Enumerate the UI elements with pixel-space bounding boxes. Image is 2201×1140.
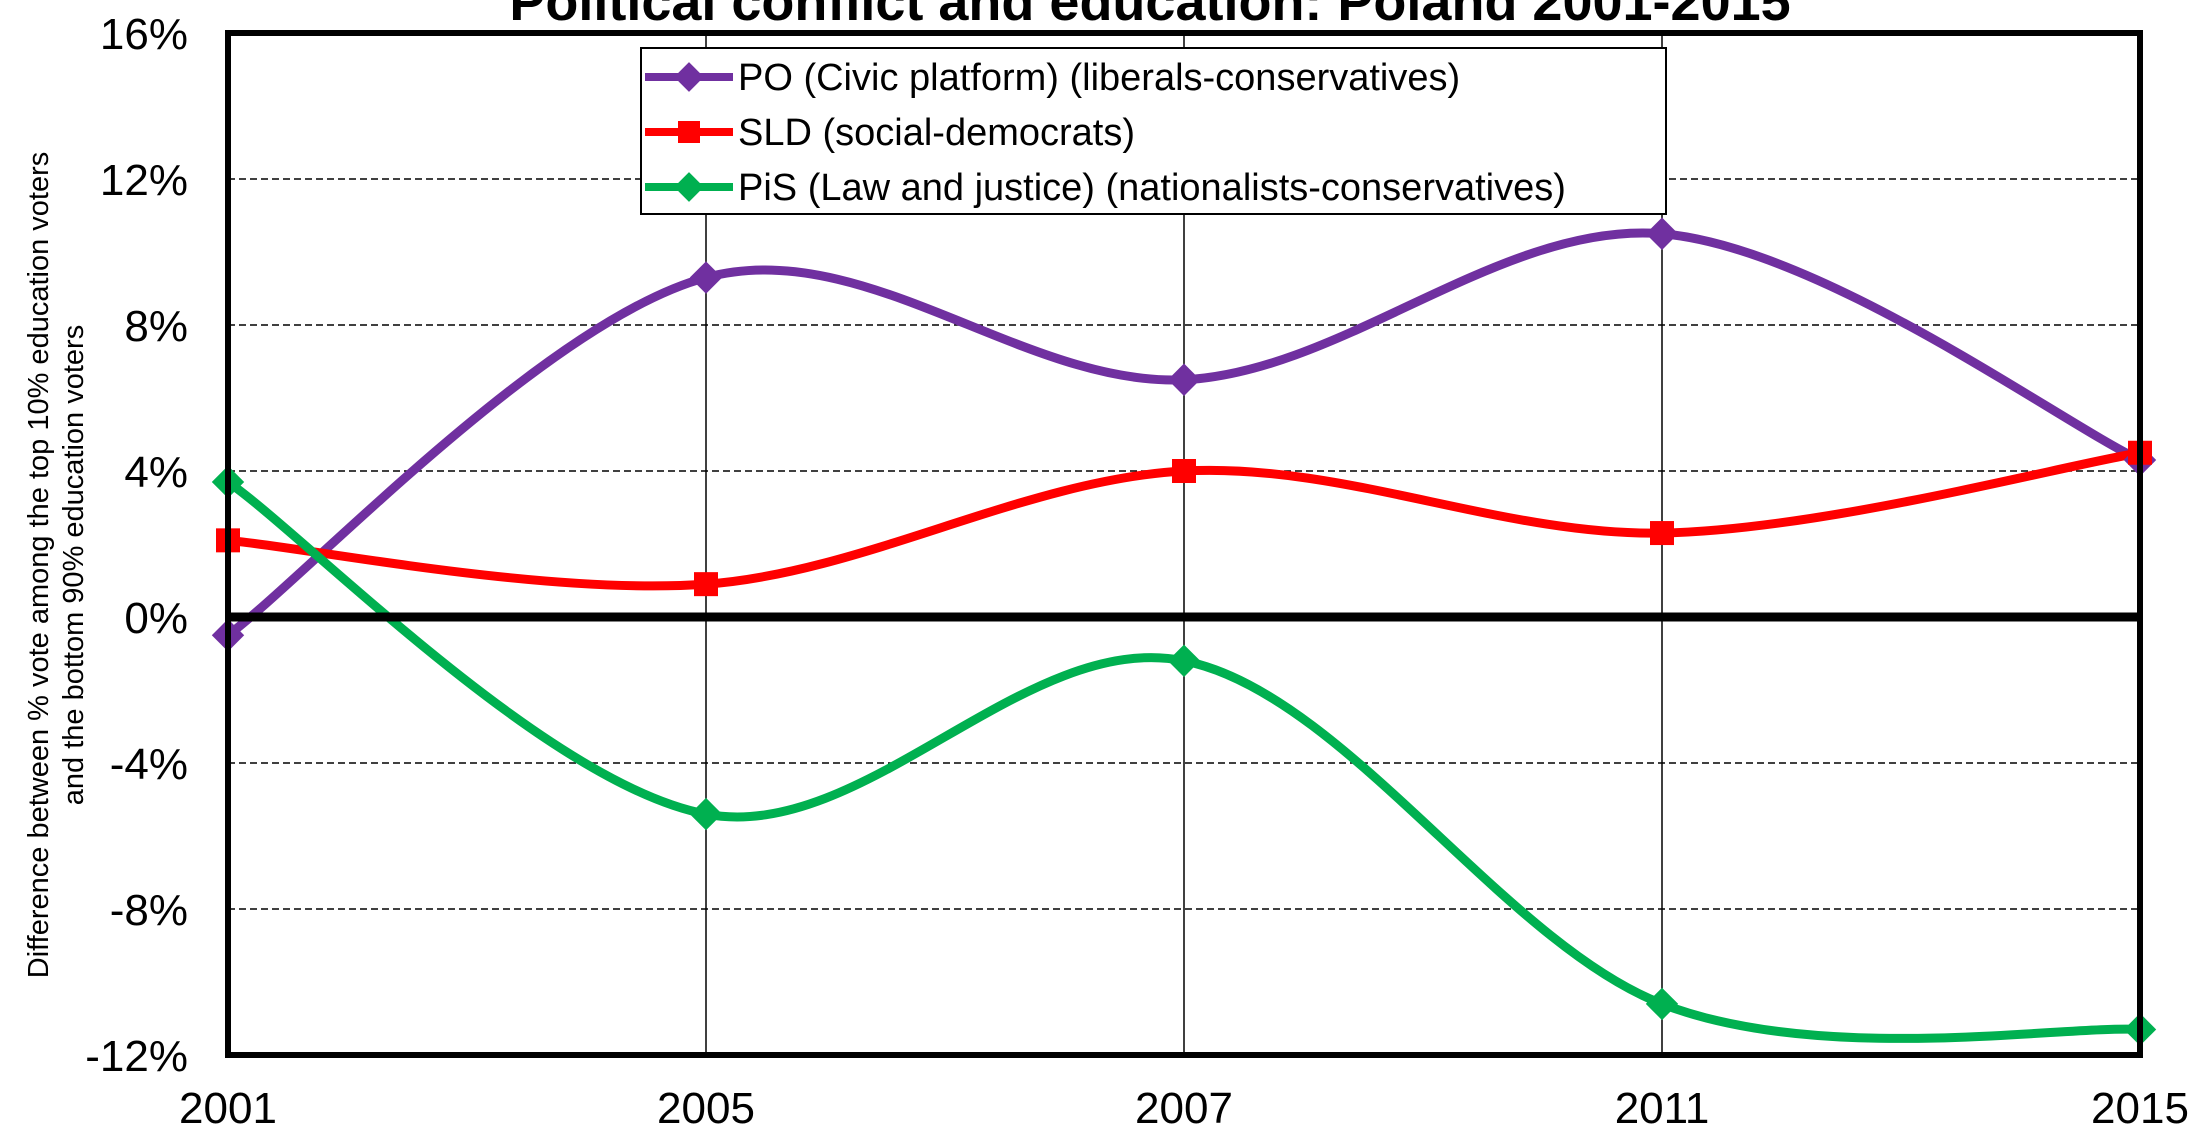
legend-marker-1 — [678, 121, 700, 143]
y-tick-label: 0% — [124, 594, 188, 643]
x-tick-label: 2015 — [2091, 1084, 2189, 1133]
data-point-1 — [694, 572, 718, 597]
y-tick-label: 12% — [100, 156, 188, 205]
y-tick-label: -4% — [110, 740, 188, 789]
y-tick-label: -8% — [110, 886, 188, 935]
data-point-2 — [689, 797, 723, 831]
legend-marker-0 — [674, 62, 704, 92]
legend-box — [640, 47, 1667, 215]
y-tick-label: -12% — [85, 1032, 188, 1081]
y-tick-label: 8% — [124, 302, 188, 351]
legend: PO (Civic platform) (liberals-conservati… — [640, 47, 1667, 215]
x-tick-label: 2011 — [1615, 1084, 1710, 1133]
y-tick-label: 16% — [100, 10, 188, 59]
series-markers — [211, 217, 2157, 1046]
data-point-0 — [689, 261, 723, 294]
legend-label-2: PiS (Law and justice) (nationalists-cons… — [738, 167, 1566, 209]
data-point-2 — [1167, 644, 1201, 677]
y-tick-label: 4% — [124, 448, 188, 497]
chart-title: Political conflict and education: Poland… — [509, 0, 1790, 32]
legend-marker-2 — [674, 172, 704, 202]
x-tick-labels: 2001 2005 2007 2011 2015 — [179, 1084, 2189, 1133]
plot-frame — [225, 30, 2143, 1058]
y-axis-label-line-1: Difference between % vote among the top … — [23, 152, 55, 979]
data-point-1 — [1650, 521, 1674, 546]
x-tick-label: 2005 — [657, 1084, 755, 1133]
y-tick-labels: 16% 12% 8% 4% 0% -4% -8% -12% — [85, 10, 188, 1081]
data-point-1 — [1172, 459, 1196, 483]
x-tick-label: 2007 — [1135, 1084, 1233, 1133]
data-point-2 — [1645, 987, 1679, 1021]
x-tick-label: 2001 — [179, 1084, 277, 1133]
y-axis-label-line-2: and the bottom 90% education voters — [58, 325, 90, 805]
data-point-0 — [1167, 363, 1201, 396]
legend-label-1: SLD (social-democrats) — [738, 112, 1135, 154]
data-point-0 — [1645, 217, 1679, 250]
legend-label-0: PO (Civic platform) (liberals-conservati… — [738, 57, 1460, 99]
